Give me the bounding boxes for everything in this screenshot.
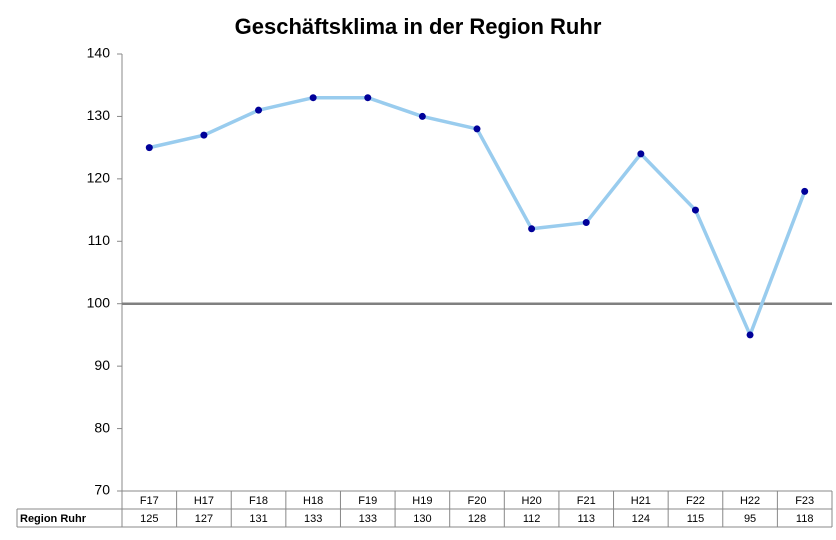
series-line bbox=[148, 95, 807, 337]
y-tick-label: 110 bbox=[88, 232, 111, 248]
data-point bbox=[473, 125, 481, 133]
y-tick-label: 100 bbox=[87, 294, 111, 310]
data-point bbox=[418, 112, 426, 120]
table-value: 112 bbox=[523, 513, 541, 525]
data-point bbox=[309, 94, 317, 102]
x-tick-label: F21 bbox=[577, 495, 596, 507]
y-tick-label: 140 bbox=[87, 45, 111, 61]
table-value: 133 bbox=[359, 513, 377, 525]
y-tick-label: 70 bbox=[94, 482, 110, 498]
x-tick-label: H20 bbox=[522, 495, 542, 507]
x-tick-label: F17 bbox=[140, 495, 159, 507]
x-tick-label: F20 bbox=[468, 495, 487, 507]
x-tick-label: H17 bbox=[194, 495, 214, 507]
data-point bbox=[691, 206, 699, 214]
data-point bbox=[200, 131, 208, 139]
x-tick-label: F19 bbox=[358, 495, 377, 507]
data-point bbox=[746, 331, 754, 339]
data-point bbox=[582, 219, 590, 227]
x-tick-label: F22 bbox=[686, 495, 705, 507]
data-point bbox=[637, 150, 645, 158]
table-value: 113 bbox=[577, 513, 595, 525]
table-value: 125 bbox=[140, 513, 158, 525]
y-tick-label: 130 bbox=[87, 107, 111, 123]
chart-title: Geschäftsklima in der Region Ruhr bbox=[235, 14, 602, 39]
table-value: 127 bbox=[195, 513, 213, 525]
data-point bbox=[145, 144, 153, 152]
x-tick-label: H22 bbox=[740, 495, 760, 507]
data-point bbox=[255, 106, 263, 114]
y-tick-label: 80 bbox=[94, 419, 110, 435]
x-tick-label: F18 bbox=[249, 495, 268, 507]
table-value: 95 bbox=[744, 513, 756, 525]
data-point bbox=[801, 187, 809, 195]
table-value: 115 bbox=[687, 513, 705, 525]
table-value: 131 bbox=[249, 513, 267, 525]
legend-label: Region Ruhr bbox=[20, 513, 87, 525]
x-tick-label: H18 bbox=[303, 495, 323, 507]
data-point bbox=[364, 94, 372, 102]
y-tick-label: 120 bbox=[87, 170, 111, 186]
table-value: 124 bbox=[632, 513, 650, 525]
table-value: 133 bbox=[304, 513, 322, 525]
y-tick-label: 90 bbox=[94, 357, 110, 373]
data-point bbox=[528, 225, 536, 233]
table-value: 128 bbox=[468, 513, 486, 525]
x-tick-label: H19 bbox=[412, 495, 432, 507]
x-tick-label: H21 bbox=[631, 495, 651, 507]
table-value: 118 bbox=[796, 513, 814, 525]
x-tick-label: F23 bbox=[795, 495, 814, 507]
table-value: 130 bbox=[413, 513, 431, 525]
